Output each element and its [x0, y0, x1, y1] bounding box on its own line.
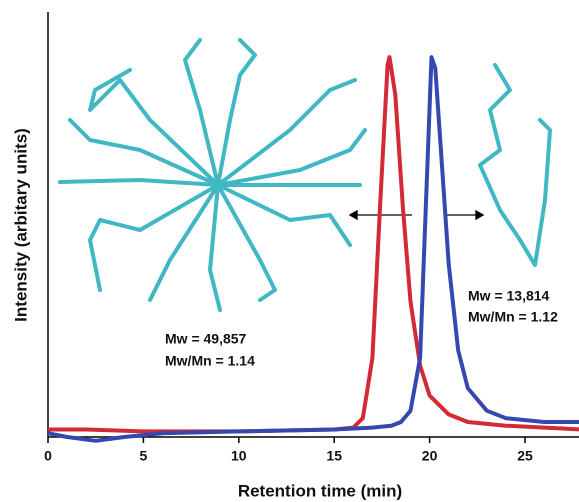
- y-axis-title: Intensity (arbitary units): [11, 128, 30, 322]
- x-tick-label: 20: [422, 448, 438, 464]
- annotation: Mw/Mn = 1.12: [468, 309, 558, 325]
- x-tick-label: 25: [517, 448, 533, 464]
- annotation: Mw = 49,857: [165, 331, 247, 347]
- series-line: [48, 55, 579, 434]
- x-axis-title: Retention time (min): [238, 481, 402, 500]
- x-tick-label: 0: [44, 448, 52, 464]
- molecule-illustration: [58, 38, 552, 312]
- annotation: Mw/Mn = 1.14: [165, 353, 255, 369]
- x-tick-label: 5: [140, 448, 148, 464]
- x-tick-label: 10: [231, 448, 247, 464]
- arrows: [348, 209, 485, 221]
- annotation: Mw = 13,814: [468, 288, 550, 304]
- series-line: [47, 55, 579, 443]
- x-tick-label: 15: [326, 448, 342, 464]
